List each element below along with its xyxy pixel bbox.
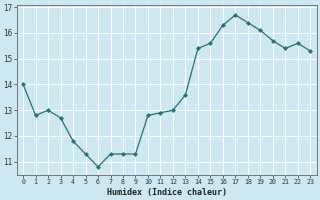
X-axis label: Humidex (Indice chaleur): Humidex (Indice chaleur) bbox=[107, 188, 227, 197]
